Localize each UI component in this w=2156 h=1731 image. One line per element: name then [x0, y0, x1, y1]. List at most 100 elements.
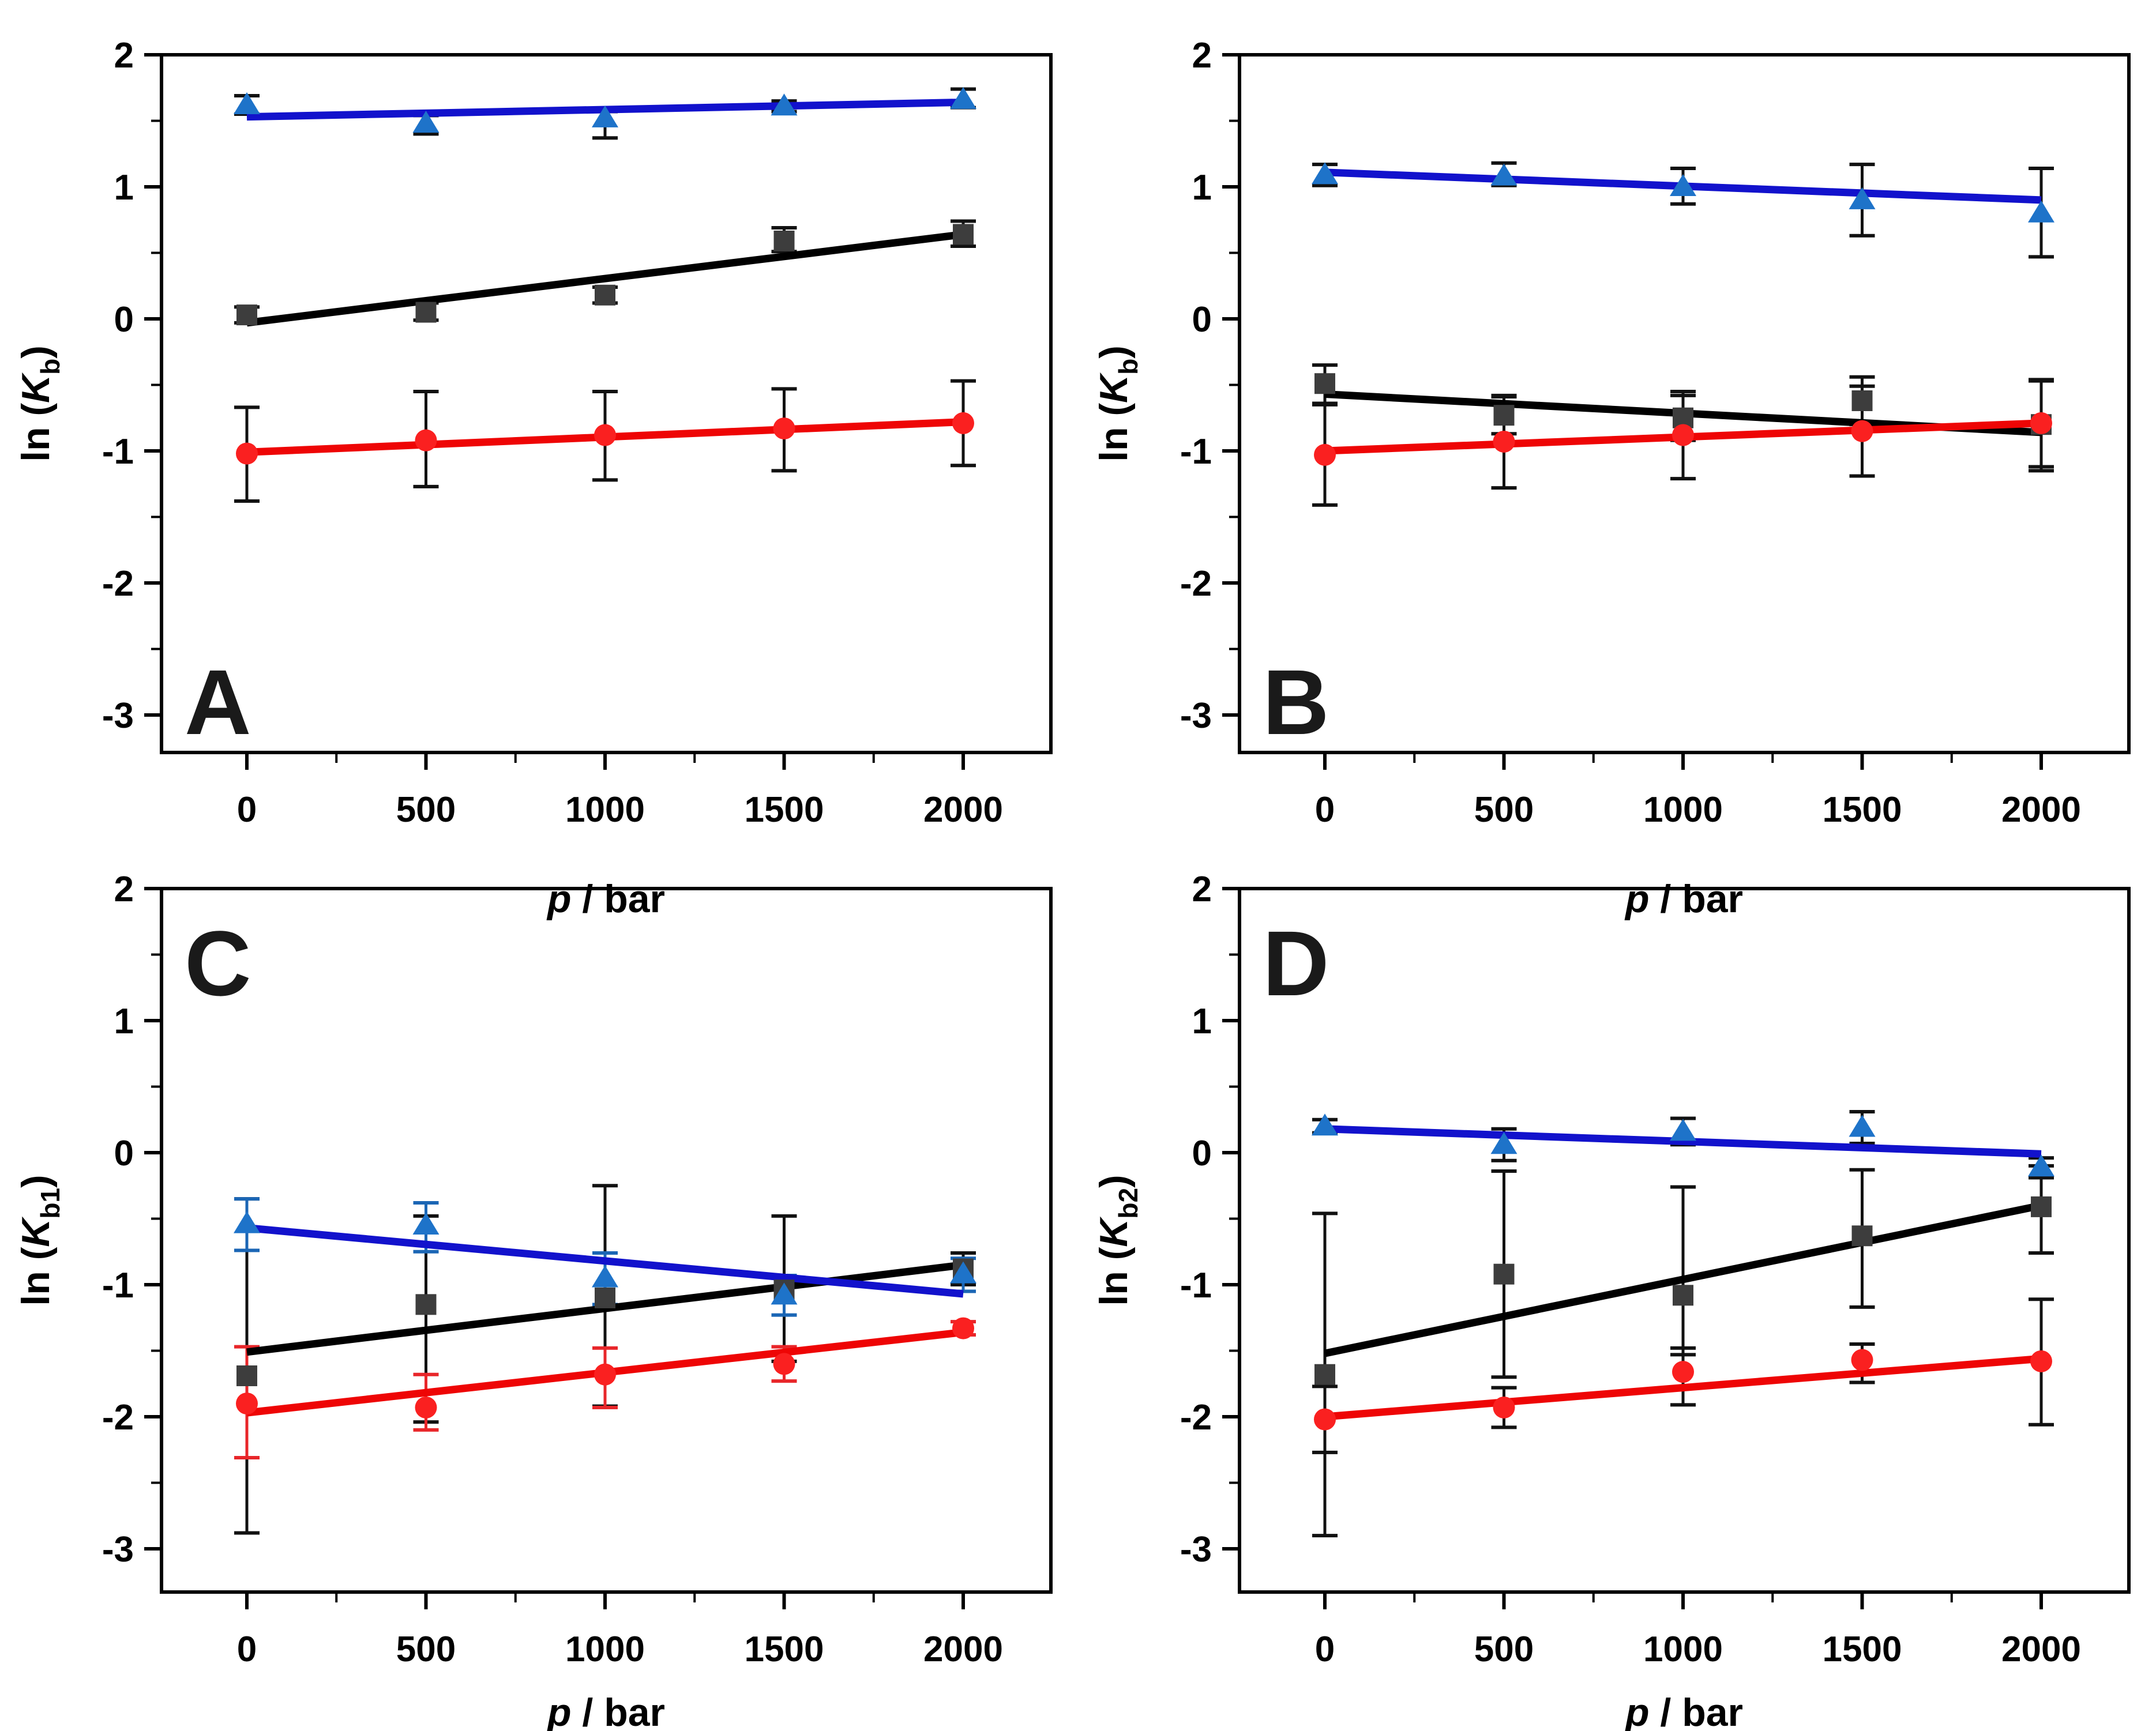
fit-line-black-squares — [246, 230, 964, 327]
marker-triangle — [950, 1261, 976, 1284]
x-tick-label: 1000 — [565, 790, 645, 830]
marker-circle — [773, 1353, 795, 1375]
x-tick-label: 0 — [237, 1630, 257, 1669]
marker-circle — [415, 429, 437, 451]
marker-triangle — [1312, 162, 1338, 185]
x-axis-label: p / bar — [1624, 877, 1743, 921]
fit-lines — [1324, 1125, 2042, 1421]
marker-square — [1493, 1263, 1515, 1285]
x-axis-label: p / bar — [546, 1691, 665, 1731]
marker-square — [415, 1294, 437, 1315]
panel-c-plot: 0 500 1000 1500 2000 2 1 0 -1 -2 -3 p / bar ln (Kb1)… — [14, 870, 1053, 1731]
marker-circle — [952, 412, 974, 434]
y-tick-label: -2 — [102, 564, 134, 604]
y-tick-label: 1 — [114, 1002, 134, 1041]
error-bars — [1312, 1110, 2054, 1538]
y-tick-label: 1 — [1192, 1002, 1212, 1041]
marker-square — [1493, 405, 1515, 426]
panel-d-plot: 0 500 1000 1500 2000 2 1 0 -1 -2 -3 p / bar ln (Kb2)… — [1092, 870, 2131, 1731]
panel-b: 0 500 1000 1500 2000 2 1 0 -1 -2 -3 p / bar ln (Kb) B — [1078, 0, 2156, 921]
marker-circle — [594, 1363, 616, 1386]
x-tick-label: 1500 — [745, 790, 824, 830]
marker-square — [236, 304, 257, 326]
fit-line-red-circles — [1324, 1354, 2042, 1421]
x-tick-label: 2000 — [2001, 1630, 2081, 1669]
marker-square — [953, 224, 974, 245]
marker-circle — [236, 442, 258, 465]
y-tick-label: 1 — [1192, 168, 1212, 208]
marker-triangle — [1670, 174, 1696, 196]
marker-circle — [1493, 430, 1515, 453]
marker-square — [773, 230, 795, 251]
marker-triangle — [2028, 1154, 2054, 1177]
marker-triangle — [950, 86, 976, 109]
x-tick-label: 1000 — [1643, 790, 1723, 830]
marker-triangle — [412, 1212, 440, 1235]
corner-label: C — [185, 912, 251, 1015]
y-tick-label: 2 — [114, 870, 134, 909]
y-tick-label: 0 — [114, 300, 134, 340]
marker-triangle — [1312, 1113, 1338, 1136]
marker-triangle — [771, 1282, 798, 1305]
y-tick-label: 0 — [1192, 300, 1212, 340]
marker-circle — [1851, 420, 1873, 442]
corner-label: D — [1263, 912, 1329, 1015]
markers — [234, 86, 976, 465]
marker-triangle — [1490, 1132, 1518, 1154]
y-axis-label: ln (Kb1) — [14, 1175, 65, 1305]
marker-square — [1851, 1225, 1873, 1247]
x-tick-label: 1500 — [1823, 790, 1902, 830]
x-tick-label: 1000 — [565, 1630, 645, 1669]
y-axis-label: ln (Kb) — [14, 345, 65, 462]
fit-line-black-squares — [1324, 1202, 2042, 1357]
marker-triangle — [1490, 163, 1518, 186]
x-tick-label: 1500 — [1823, 1630, 1902, 1669]
x-tick-label: 500 — [1474, 1630, 1534, 1669]
axes: 0 500 1000 1500 2000 2 1 0 -1 -2 -3 p / bar ln (Kb) — [1092, 36, 2131, 921]
y-tick-label: -3 — [1180, 696, 1212, 736]
x-tick-label: 500 — [396, 1630, 456, 1669]
marker-triangle — [234, 1211, 260, 1233]
marker-square — [2031, 1196, 2052, 1217]
y-tick-label: -1 — [1180, 432, 1212, 472]
marker-triangle — [2028, 200, 2054, 223]
x-tick-label: 1500 — [745, 1630, 824, 1669]
marker-triangle — [771, 93, 798, 116]
marker-square — [595, 1287, 615, 1308]
y-tick-label: 0 — [114, 1134, 134, 1173]
markers — [1312, 162, 2054, 466]
marker-square — [1851, 390, 1873, 411]
marker-square — [595, 284, 615, 306]
y-tick-label: -1 — [102, 432, 134, 472]
error-bars — [1312, 161, 2054, 507]
y-tick-label: 1 — [114, 168, 134, 208]
markers — [1312, 1113, 2054, 1431]
marker-square — [1673, 1285, 1693, 1306]
axes: 0 500 1000 1500 2000 2 1 0 -1 -2 -3 p / bar ln (Kb2) — [1092, 870, 2131, 1731]
marker-square — [415, 302, 437, 323]
y-tick-label: -3 — [102, 1530, 134, 1570]
fit-line-blue-triangles — [1324, 1125, 2042, 1158]
marker-circle — [594, 424, 616, 446]
x-tick-label: 0 — [1315, 1630, 1335, 1669]
marker-circle — [1672, 424, 1694, 446]
corner-label: B — [1263, 650, 1329, 754]
panel-a-plot: 0 500 1000 1500 2000 2 1 0 -1 -2 -3 p / bar ln (Kb) A — [14, 36, 1053, 921]
markers — [234, 1211, 976, 1418]
x-tick-label: 2000 — [2001, 790, 2081, 830]
x-tick-label: 500 — [1474, 790, 1534, 830]
marker-triangle — [234, 92, 260, 115]
y-tick-label: -3 — [102, 696, 134, 736]
marker-triangle — [1670, 1119, 1696, 1141]
marker-square — [1314, 373, 1335, 394]
marker-circle — [2030, 412, 2052, 434]
y-tick-label: -2 — [1180, 1398, 1212, 1438]
panel-d: 0 500 1000 1500 2000 2 1 0 -1 -2 -3 p / bar ln (Kb2)… — [1078, 866, 2156, 1731]
marker-circle — [773, 417, 795, 440]
y-tick-label: -2 — [102, 1398, 134, 1438]
marker-circle — [415, 1396, 437, 1418]
marker-circle — [952, 1317, 974, 1339]
marker-triangle — [412, 111, 440, 133]
marker-triangle — [592, 1265, 618, 1288]
panel-b-plot: 0 500 1000 1500 2000 2 1 0 -1 -2 -3 p / bar ln (Kb) B — [1092, 36, 2131, 921]
